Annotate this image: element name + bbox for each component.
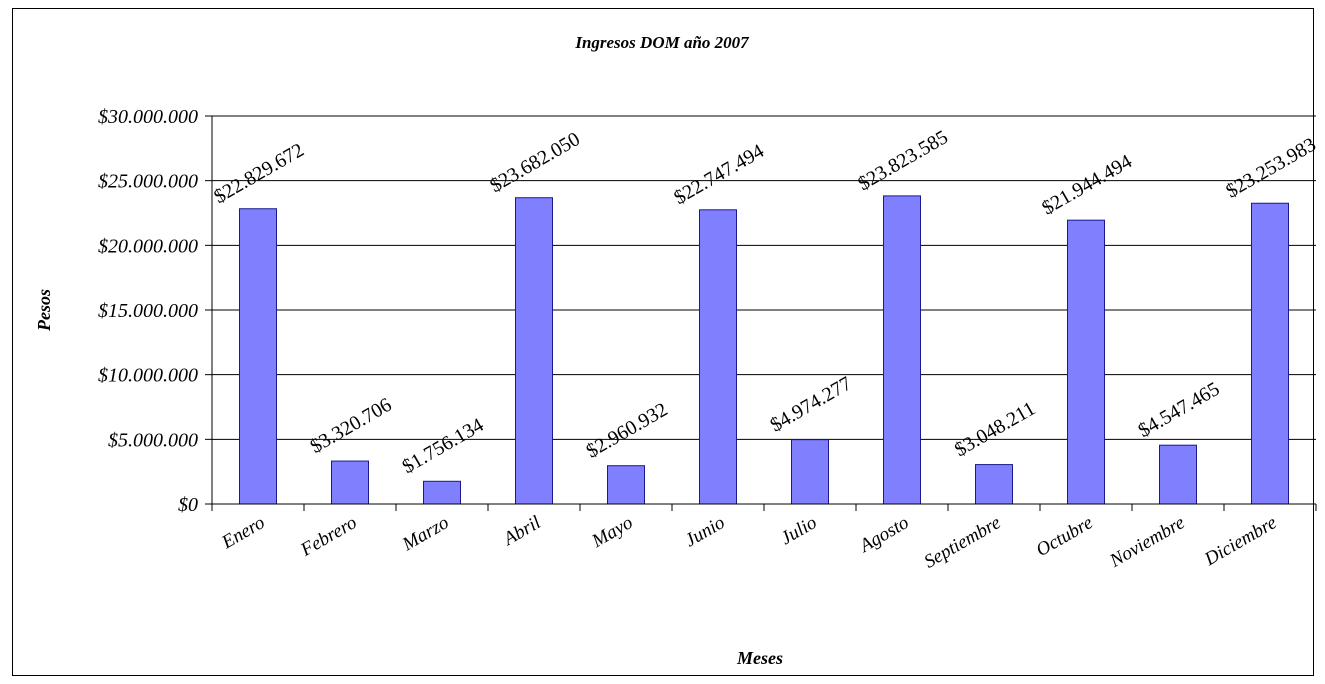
- category-label: Marzo: [398, 512, 452, 555]
- category-label: Mayo: [588, 512, 637, 552]
- gridlines: [212, 115, 1316, 440]
- category-label: Febrero: [296, 512, 360, 561]
- bar-septiembre: [975, 464, 1013, 505]
- category-label: Junio: [681, 512, 728, 551]
- data-label: $3.320.706: [307, 394, 396, 458]
- bar-junio: [699, 209, 737, 505]
- y-tick-label: $30.000.000: [98, 106, 198, 128]
- category-label: Abril: [498, 512, 544, 551]
- bar-febrero: [331, 460, 369, 505]
- bar-abril: [515, 197, 553, 505]
- data-label: $2.960.932: [583, 398, 672, 462]
- data-label: $22.747.494: [670, 140, 768, 209]
- data-label: $23.253.983: [1222, 134, 1320, 203]
- y-tick-label: $15.000.000: [98, 300, 198, 322]
- data-label: $4.547.465: [1135, 378, 1224, 442]
- data-label: $23.682.050: [486, 128, 584, 197]
- y-tick-label: $25.000.000: [98, 171, 198, 193]
- category-label: Septiembre: [921, 512, 1005, 573]
- category-label: Julio: [777, 512, 820, 549]
- bar-marzo: [423, 480, 461, 505]
- chart-title: Ingresos DOM año 2007: [574, 33, 750, 52]
- bar-agosto: [883, 195, 921, 505]
- bar-diciembre: [1251, 202, 1289, 505]
- bars: [239, 195, 1289, 505]
- data-label: $23.823.585: [854, 126, 952, 195]
- y-tick-label: $10.000.000: [98, 365, 198, 387]
- category-label: Enero: [218, 512, 269, 554]
- data-label: $21.944.494: [1038, 150, 1136, 219]
- data-label: $3.048.211: [951, 398, 1039, 462]
- bar-noviembre: [1159, 444, 1197, 505]
- category-label: Octubre: [1033, 512, 1097, 561]
- x-axis-title: Meses: [736, 648, 783, 668]
- category-label: Agosto: [855, 512, 913, 558]
- y-tick-label: $20.000.000: [98, 235, 198, 257]
- y-axis-title: Pesos: [34, 289, 54, 332]
- bar-julio: [791, 439, 829, 505]
- bar-octubre: [1067, 219, 1105, 505]
- y-tick-label: $5.000.000: [108, 429, 198, 451]
- data-label: $1.756.134: [399, 414, 488, 478]
- bar-mayo: [607, 465, 645, 505]
- data-label: $22.829.672: [210, 139, 308, 208]
- data-label: $4.974.277: [767, 372, 856, 436]
- y-tick-label: $0: [178, 494, 198, 516]
- bar-enero: [239, 208, 277, 505]
- axes: [205, 115, 1317, 511]
- category-label: Noviembre: [1106, 512, 1189, 572]
- category-label: Diciembre: [1200, 512, 1280, 570]
